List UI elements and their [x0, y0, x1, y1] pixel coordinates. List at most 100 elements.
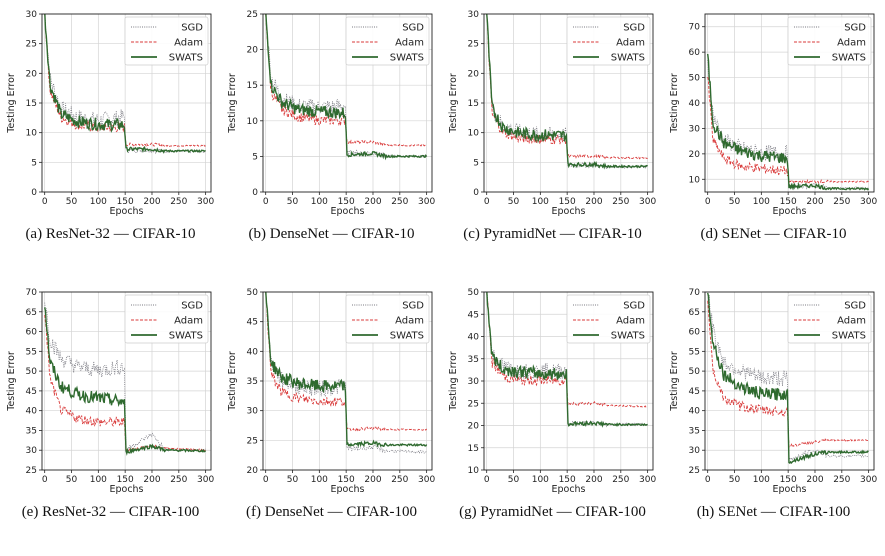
chart-svg: 0 50 100 150 200 250 300 20 25 30 35 40 45 50 Epochs Te…	[227, 288, 435, 495]
y-tick-label: 65	[689, 308, 700, 318]
panel-caption: (a) ResNet-32 — CIFAR-10	[25, 226, 196, 242]
series-line-adam	[486, 293, 648, 408]
series-line-swats	[486, 14, 648, 170]
y-tick-label: 20	[468, 69, 480, 79]
x-tick-label: 150	[780, 475, 797, 485]
legend-label-sgd: SGD	[402, 23, 424, 34]
y-tick-label: 30	[689, 446, 701, 456]
y-tick-label: 25	[247, 10, 258, 20]
x-tick-label: 300	[860, 197, 877, 207]
y-tick-label: 70	[689, 288, 701, 298]
y-tick-label: 40	[26, 407, 38, 417]
y-tick-label: 40	[689, 407, 701, 417]
x-tick-label: 150	[338, 475, 355, 485]
x-tick-label: 100	[90, 197, 107, 207]
legend-label-swats: SWATS	[832, 53, 866, 64]
y-tick-label: 55	[26, 347, 37, 357]
x-tick-label: 250	[391, 475, 408, 485]
x-axis-label: Epochs	[551, 206, 585, 217]
legend-label-sgd: SGD	[844, 23, 866, 34]
plot-frame	[262, 13, 433, 193]
x-tick-label: 100	[753, 197, 770, 207]
chart-panel: 0 50 100 150 200 250 300 10 20 30 40 50 60 70 Epochs Te…	[663, 0, 884, 278]
chart-svg: 0 50 100 150 200 250 300 10 15 20 25 30 35 40 45 50 Epoc…	[448, 288, 656, 495]
chart-panel: 0 50 100 150 200 250 300 0 5 10 15 20 25 30 Epochs Test…	[442, 0, 663, 278]
y-tick-label: 40	[247, 347, 259, 357]
panel-caption: (f) DenseNet — CIFAR-100	[246, 504, 417, 520]
x-axis-label: Epochs	[109, 206, 143, 217]
x-tick-label: 200	[364, 197, 381, 207]
legend-label-swats: SWATS	[169, 331, 203, 342]
y-tick-label: 50	[689, 367, 701, 377]
panel-caption: (e) ResNet-32 — CIFAR-100	[21, 504, 200, 520]
y-tick-label: 60	[26, 328, 38, 338]
chart-panel: 0 50 100 150 200 250 300 10 15 20 25 30 35 40 45 50 Epoc…	[442, 278, 663, 556]
x-tick-label: 50	[287, 475, 299, 485]
legend-box	[566, 294, 651, 344]
chart-panel: 0 50 100 150 200 250 300 0 5 10 15 20 25 30 Epochs Test…	[0, 0, 221, 278]
series-line-swats	[707, 292, 869, 465]
y-axis-label: Testing Error	[669, 73, 680, 134]
y-axis-label: Testing Error	[669, 351, 680, 412]
y-tick-label: 25	[26, 466, 37, 476]
y-tick-label: 20	[247, 46, 259, 56]
series-line-swats	[265, 292, 428, 448]
legend-label-adam: Adam	[395, 316, 424, 327]
y-tick-label: 45	[468, 310, 479, 320]
legend-label-sgd: SGD	[181, 301, 203, 312]
y-tick-label: 25	[468, 40, 479, 50]
y-tick-label: 30	[26, 10, 38, 20]
y-tick-label: 60	[689, 328, 701, 338]
y-tick-label: 55	[689, 347, 700, 357]
chart-svg: 0 50 100 150 200 250 300 25 30 35 40 45 50 55 60 65 70 Ep…	[669, 288, 877, 495]
y-tick-label: 70	[26, 288, 38, 298]
x-axis-label: Epochs	[330, 206, 364, 217]
x-tick-label: 300	[197, 197, 214, 207]
y-tick-label: 40	[468, 333, 480, 343]
legend-label-adam: Adam	[837, 38, 866, 49]
y-tick-label: 45	[689, 387, 700, 397]
chart-svg: 0 50 100 150 200 250 300 0 5 10 15 20 25 30 Epochs Test…	[448, 10, 656, 217]
legend-label-sgd: SGD	[181, 23, 203, 34]
y-tick-label: 10	[468, 129, 480, 139]
x-tick-label: 100	[311, 475, 328, 485]
series-line-swats	[44, 307, 207, 456]
y-tick-label: 35	[26, 426, 37, 436]
y-tick-label: 0	[473, 188, 479, 198]
legend-box	[345, 294, 430, 344]
x-tick-label: 50	[508, 197, 520, 207]
plot-frame	[704, 291, 875, 471]
x-tick-label: 200	[806, 197, 823, 207]
y-tick-label: 10	[468, 466, 480, 476]
x-tick-label: 0	[705, 197, 711, 207]
x-tick-label: 150	[780, 197, 797, 207]
y-tick-label: 35	[468, 355, 479, 365]
y-tick-label: 5	[31, 158, 37, 168]
legend-label-adam: Adam	[395, 38, 424, 49]
chart-panel: 0 50 100 150 200 250 300 25 30 35 40 45 50 55 60 65 70 Ep…	[0, 278, 221, 556]
y-axis-label: Testing Error	[6, 351, 17, 412]
y-tick-label: 50	[689, 74, 701, 84]
x-tick-label: 0	[484, 197, 490, 207]
chart-svg: 0 50 100 150 200 250 300 10 20 30 40 50 60 70 Epochs Te…	[669, 13, 877, 217]
legend-label-sgd: SGD	[623, 301, 645, 312]
x-tick-label: 250	[170, 197, 187, 207]
x-tick-label: 50	[508, 475, 520, 485]
legend-box	[566, 16, 651, 66]
x-tick-label: 50	[729, 475, 741, 485]
y-axis-label: Testing Error	[227, 73, 238, 134]
legend-label-adam: Adam	[837, 316, 866, 327]
y-axis-label: Testing Error	[6, 73, 17, 134]
y-tick-label: 15	[468, 99, 479, 109]
y-tick-label: 35	[689, 426, 700, 436]
x-tick-label: 200	[585, 475, 602, 485]
chart-panel: 0 50 100 150 200 250 300 20 25 30 35 40 45 50 Epochs Te…	[221, 278, 442, 556]
chart-svg: 0 50 100 150 200 250 300 25 30 35 40 45 50 55 60 65 70 Ep…	[6, 288, 214, 495]
x-tick-label: 300	[860, 475, 877, 485]
x-tick-label: 300	[418, 475, 435, 485]
legend-label-adam: Adam	[616, 38, 645, 49]
x-tick-label: 250	[833, 197, 850, 207]
x-tick-label: 200	[143, 197, 160, 207]
x-tick-label: 250	[612, 475, 629, 485]
y-tick-label: 35	[247, 377, 258, 387]
